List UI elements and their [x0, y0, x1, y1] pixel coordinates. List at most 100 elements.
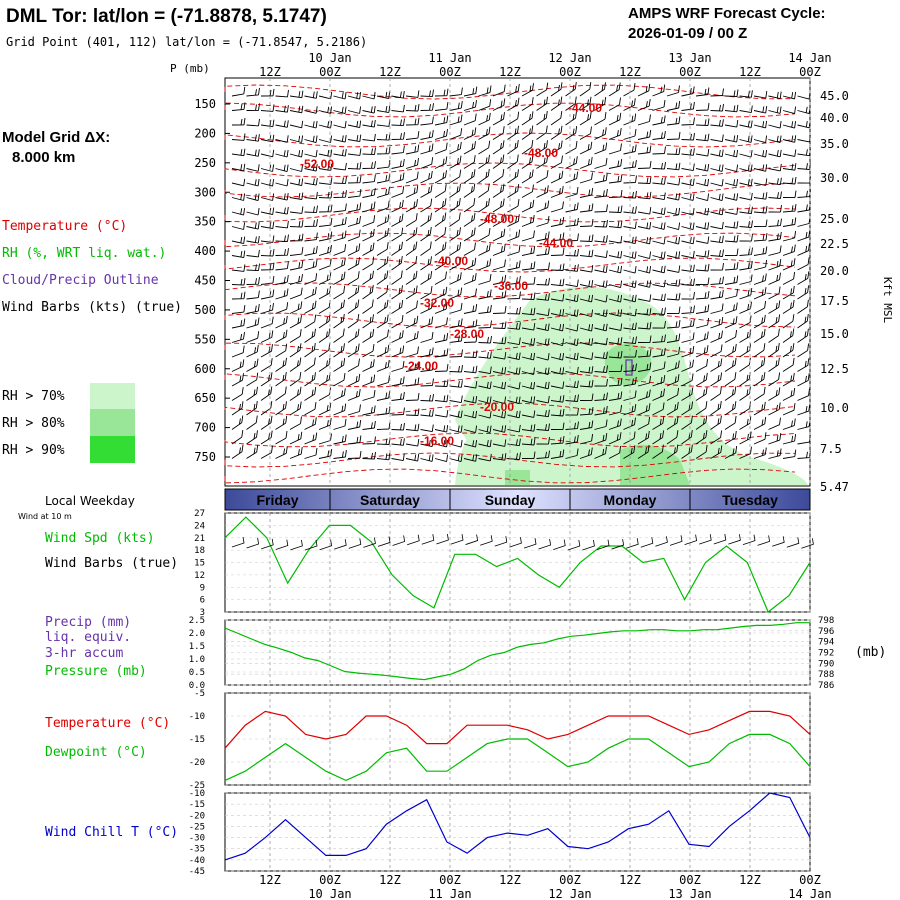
temperature-contour-label: -36.00: [494, 279, 528, 293]
wind-barb: [463, 242, 476, 256]
height-tick-label: 30.0: [820, 171, 849, 185]
wind-barb: [391, 300, 404, 314]
wind-barb: [347, 120, 362, 129]
wind-barb: [695, 102, 710, 111]
wind-barb: [637, 207, 652, 215]
windchill-panel-tick-label: -25: [189, 822, 205, 832]
wind-barb: [739, 234, 753, 242]
wind-barb: [275, 446, 288, 459]
wind-panel-tick-label: 12: [194, 571, 205, 581]
wind-barb: [231, 401, 244, 416]
wind-barb: [347, 175, 362, 184]
wind-barb: [449, 87, 463, 97]
wind-barb: [782, 176, 797, 185]
wind-barb: [768, 300, 781, 314]
wind-barb: [463, 227, 476, 242]
wind-barb: [710, 164, 724, 172]
pressure-panel-tick-label: 794: [818, 638, 834, 648]
wind-barb: [333, 271, 346, 285]
wind-barb: [304, 417, 317, 430]
wind-barb: [492, 336, 507, 345]
wind-barb: [391, 159, 405, 169]
wind-barb: [318, 149, 333, 158]
wind-barb: [333, 230, 347, 242]
wind-barb: [231, 444, 244, 459]
wind-barb: [753, 150, 768, 158]
wind-barb: [347, 148, 362, 156]
wind-barb: [463, 155, 476, 169]
wind-barb: [710, 221, 724, 230]
wind-barb: [449, 364, 463, 373]
wind-barb: [623, 322, 637, 331]
wind-barb: [565, 171, 579, 184]
wind-barb: [652, 375, 666, 387]
wind-barb: [391, 270, 403, 285]
wind-barb: [710, 179, 724, 187]
wind-barb: [768, 417, 781, 430]
wind-barb: [782, 135, 797, 143]
wind-barb: [623, 175, 637, 184]
precip-panel-tick-label: 2.0: [189, 629, 205, 639]
top-date-label: 13 Jan: [668, 51, 711, 65]
wind-barb: [333, 314, 345, 329]
wind-barb: [652, 430, 665, 445]
wind-barb: [362, 270, 374, 285]
wind-barb: [463, 113, 477, 126]
wind-barb: [565, 217, 579, 227]
wind-barb: [231, 250, 246, 259]
wind-barb: [637, 191, 652, 200]
wind-barb: [304, 149, 318, 158]
wind-barb: [289, 150, 304, 158]
wind-barb: [565, 448, 579, 459]
wind-barb: [623, 308, 637, 317]
wind-barb: [434, 439, 449, 448]
wind-barb: [768, 448, 782, 459]
wind-barb: [550, 449, 565, 459]
wind-barb: [231, 193, 246, 201]
wind-barb: [434, 241, 447, 256]
wind-barb: [579, 141, 593, 155]
wind-barb: [579, 218, 594, 227]
wind-barb: [579, 309, 594, 318]
wind-barb: [695, 386, 708, 401]
wind-barb: [260, 358, 273, 372]
wind-barb: [289, 274, 303, 285]
wind-barb: [231, 278, 246, 286]
wind-barb: [362, 228, 375, 242]
wind-barb: [521, 199, 535, 213]
pressure-panel-frame: [224, 619, 811, 686]
wind-barb: [565, 233, 579, 242]
wind-barb: [434, 256, 447, 271]
wind-barb: [260, 401, 273, 416]
wind-barb: [260, 386, 273, 401]
wind-barb: [289, 178, 304, 187]
wind-barb: [405, 439, 420, 447]
wind-barb: [594, 323, 608, 332]
wind-barb: [304, 91, 318, 99]
wind-barb: [710, 430, 723, 445]
wind-barb: [521, 292, 536, 300]
wind-barb: [753, 91, 768, 99]
wind-barb: [608, 220, 623, 229]
wind-barb: [376, 242, 389, 256]
wind-barb: [739, 315, 752, 329]
wind-barb: [623, 251, 637, 259]
wind-barb: [637, 176, 652, 184]
wind-barb: [768, 433, 782, 445]
wind-barb: [724, 149, 739, 158]
wind-barb: [521, 125, 534, 140]
wind-barb: [797, 404, 811, 416]
wind-barb: [579, 447, 593, 459]
wind-barb: [405, 227, 418, 242]
wind-barb: [521, 410, 536, 418]
wind-barb: [434, 184, 447, 198]
wind-barb: [521, 382, 536, 390]
wind-panel-tick-label: 24: [194, 521, 205, 531]
wind-barb: [478, 154, 490, 169]
rh70-area: [455, 286, 808, 485]
bottom-date-label: 10 Jan: [308, 887, 351, 900]
temperature-contour-label: -24.00: [404, 359, 438, 373]
wind-barb: [710, 103, 724, 112]
wind-barb: [565, 366, 579, 375]
windchill-panel-tick-label: -15: [189, 800, 205, 810]
